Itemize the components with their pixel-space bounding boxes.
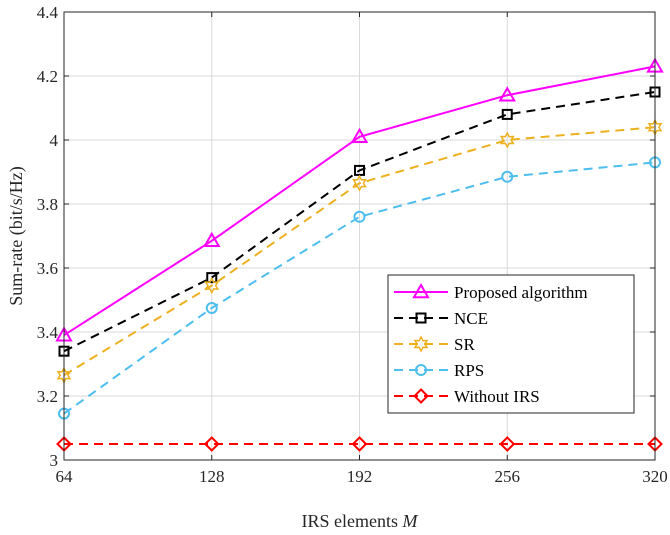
legend-marker-rps — [415, 364, 427, 376]
y-tick-label: 3.4 — [37, 323, 59, 342]
series-line-nce — [63, 91, 656, 353]
x-tick-label: 64 — [56, 467, 74, 486]
y-axis-title: Sum-rate (bit/s/Hz) — [6, 166, 27, 305]
data-point-sr — [499, 131, 515, 149]
series-line-rps — [63, 161, 656, 415]
data-point-nce — [206, 272, 218, 284]
data-point-sr — [352, 174, 367, 192]
legend-label-sr: SR — [454, 335, 475, 354]
data-point-rps — [501, 170, 514, 183]
data-point-without-irs — [499, 436, 516, 452]
x-tick-label: 256 — [495, 467, 521, 486]
y-tick-label: 3.2 — [37, 387, 58, 406]
data-point-proposed-algorithm — [203, 231, 221, 248]
y-tick-label: 4.4 — [37, 3, 59, 22]
plot-frame — [63, 11, 656, 461]
legend-marker-without-irs — [413, 388, 429, 404]
x-axis-variable: M — [402, 511, 419, 531]
legend: Proposed algorithm NCE SR RPS Without IRS — [387, 274, 635, 414]
data-point-rps — [353, 210, 366, 223]
y-tick-label: 3.6 — [37, 259, 58, 278]
data-point-without-irs — [203, 436, 220, 452]
y-tick-label: 4.2 — [37, 67, 58, 86]
x-tick-label: 320 — [642, 467, 668, 486]
legend-label-rps: RPS — [454, 361, 484, 380]
legend-marker-nce — [415, 312, 427, 324]
y-tick-label: 4 — [50, 131, 59, 150]
legend-label-nce: NCE — [454, 309, 488, 328]
y-tick-label: 3 — [50, 451, 59, 470]
series-line-sr — [63, 126, 656, 377]
x-axis-title: IRS elements M — [302, 511, 419, 531]
legend-marker-proposed-algorithm — [412, 282, 430, 299]
x-tick-label: 192 — [347, 467, 373, 486]
data-point-nce — [501, 108, 513, 120]
data-point-without-irs — [351, 436, 368, 452]
data-point-sr — [204, 276, 220, 295]
y-tick-label: 3.8 — [37, 195, 58, 214]
x-axis-title-text: IRS elements — [302, 511, 399, 531]
series-without-irs — [56, 436, 663, 452]
legend-marker-sr — [413, 335, 429, 353]
legend-label-proposed-algorithm: Proposed algorithm — [454, 283, 588, 302]
data-point-rps — [205, 302, 218, 314]
data-point-proposed-algorithm — [498, 86, 516, 102]
tick-labels: 64 128 192 256 320 3 3.2 3.4 3.6 3.8 4 4.2 4.4 — [37, 3, 668, 486]
legend-label-without-irs: Without IRS — [454, 387, 540, 406]
series-line-proposed-algorithm — [63, 65, 656, 337]
x-tick-label: 128 — [199, 467, 225, 486]
data-point-proposed-algorithm — [350, 127, 369, 144]
